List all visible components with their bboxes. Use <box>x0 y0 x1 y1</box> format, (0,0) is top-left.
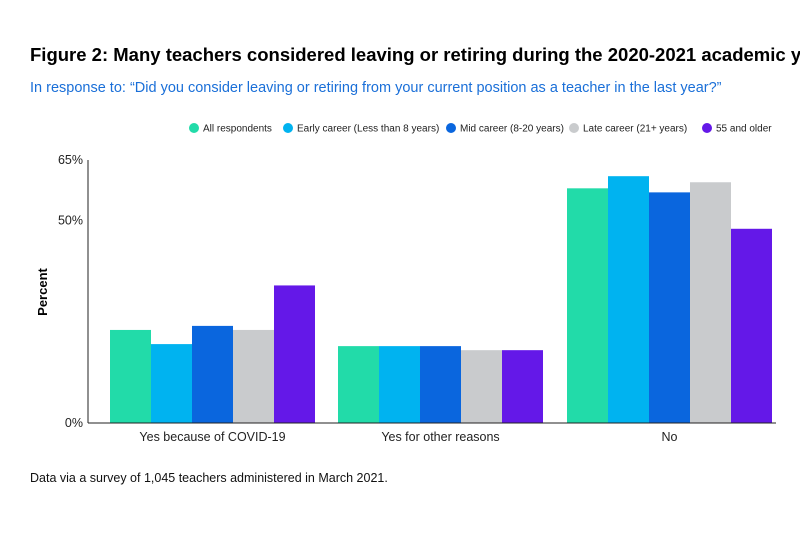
legend-item: 55 and older <box>702 123 772 135</box>
legend-label: Mid career (8-20 years) <box>460 124 564 135</box>
x-category-label: No <box>662 430 678 444</box>
legend-item: Early career (Less than 8 years) <box>283 123 439 135</box>
x-category-label: Yes because of COVID-19 <box>139 430 285 444</box>
bar <box>608 176 649 423</box>
bar <box>110 329 151 423</box>
legend-label: Late career (21+ years) <box>583 124 687 135</box>
legend-item: Late career (21+ years) <box>569 123 687 135</box>
bar <box>274 285 315 423</box>
legend-item: All respondents <box>189 123 272 135</box>
y-tick-label: 0% <box>65 416 83 430</box>
bar <box>502 350 543 423</box>
legend-swatch <box>702 123 712 133</box>
legend-label: All respondents <box>203 124 272 135</box>
chart-title: Figure 2: Many teachers considered leavi… <box>30 44 800 65</box>
legend-label: 55 and older <box>716 124 772 135</box>
bar <box>649 192 690 423</box>
legend-item: Mid career (8-20 years) <box>446 123 564 135</box>
legend-swatch <box>189 123 199 133</box>
bar <box>731 228 772 423</box>
legend: All respondents Early career (Less than 8… <box>189 123 772 135</box>
source-note: Data via a survey of 1,045 teachers admi… <box>30 471 388 485</box>
y-axis: 0% 50% 65% Percent <box>35 153 89 430</box>
bar <box>690 182 731 423</box>
bar <box>420 346 461 423</box>
chart-subtitle: In response to: “Did you consider leavin… <box>30 80 722 96</box>
x-category-label: Yes for other reasons <box>381 430 499 444</box>
bar <box>151 344 192 423</box>
bar <box>233 329 274 423</box>
y-axis-title: Percent <box>35 267 50 315</box>
bars <box>110 176 772 423</box>
bar <box>379 346 420 423</box>
legend-swatch <box>283 123 293 133</box>
x-axis: Yes because of COVID-19 Yes for other rea… <box>88 422 776 444</box>
bar <box>461 350 502 423</box>
bar <box>192 325 233 423</box>
legend-swatch <box>446 123 456 133</box>
y-tick-label: 65% <box>58 153 83 167</box>
bar <box>567 188 608 423</box>
legend-swatch <box>569 123 579 133</box>
bar <box>338 346 379 423</box>
legend-label: Early career (Less than 8 years) <box>297 124 439 135</box>
y-tick-label: 50% <box>58 214 83 228</box>
